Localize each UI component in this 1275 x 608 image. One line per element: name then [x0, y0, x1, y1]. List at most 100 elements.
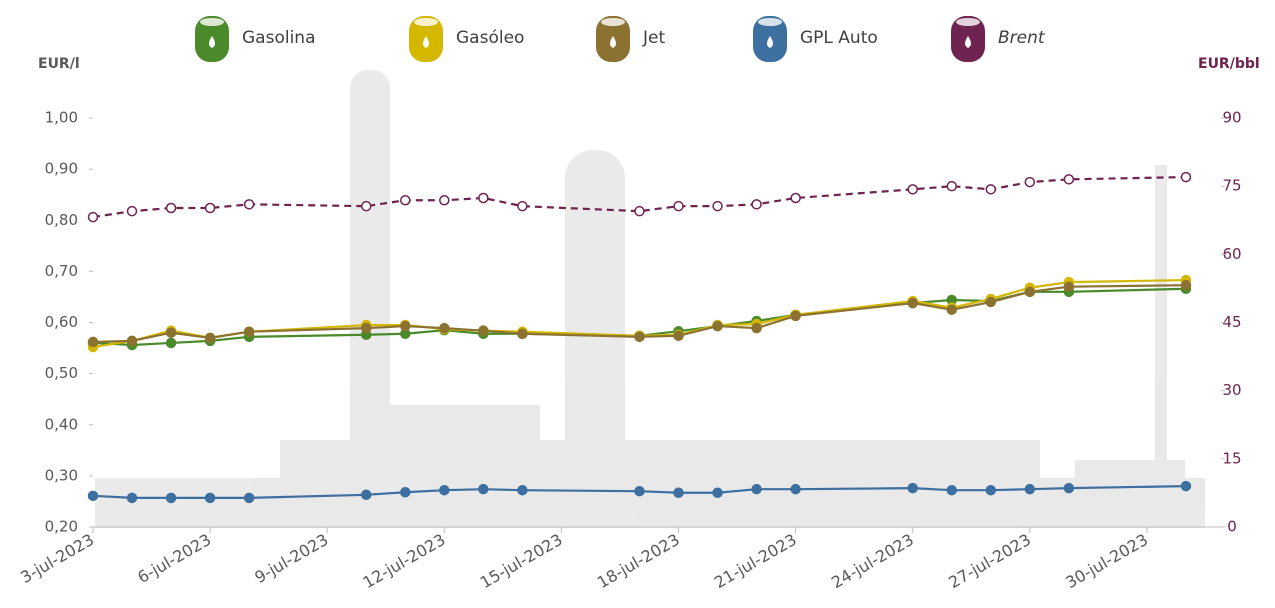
y2-tick-label: 60 [1222, 245, 1241, 263]
y-tick-label: 0,40 [45, 415, 78, 433]
data-point [439, 322, 450, 334]
data-point [634, 205, 645, 217]
data-point [751, 483, 762, 495]
data-point [673, 200, 684, 212]
legend-icon-top [956, 18, 980, 26]
legend-label: Brent [998, 28, 1046, 48]
data-point [946, 484, 958, 496]
y-tick-label: 0,60 [45, 313, 78, 331]
series-line [92, 175, 1186, 219]
data-point [126, 492, 138, 504]
x-tick-label: 6-jul-2023 [134, 530, 214, 587]
data-point [985, 484, 997, 496]
data-point [751, 199, 762, 210]
data-point [790, 483, 801, 495]
data-point [712, 200, 723, 212]
data-point [87, 336, 99, 348]
data-point [712, 320, 723, 332]
y-tick-label: 0,50 [45, 364, 78, 382]
legend-label: Gasolina [242, 28, 316, 48]
data-point [946, 304, 958, 315]
legend-icon-drop [965, 36, 971, 48]
data-point [439, 484, 450, 496]
x-tick-label: 3-jul-2023 [17, 530, 97, 587]
legend-icon-top [200, 18, 224, 26]
y-tick-label: 0,90 [45, 160, 78, 178]
x-tick-label: 9-jul-2023 [251, 530, 331, 587]
data-point [126, 335, 138, 347]
data-point [400, 320, 411, 332]
x-tick-label: 21-jul-2023 [711, 530, 800, 592]
legend-item: Jet [596, 16, 665, 62]
data-point [87, 490, 99, 502]
y2-tick-label: 75 [1222, 177, 1241, 195]
y-tick-label: 1,00 [45, 109, 78, 127]
legend-icon-top [601, 18, 625, 26]
data-point [360, 200, 372, 212]
x-tick-label: 27-jul-2023 [945, 530, 1034, 592]
data-point [439, 195, 450, 206]
data-point [360, 489, 372, 501]
data-point [478, 192, 489, 204]
y-tick-label: 0,70 [45, 262, 78, 280]
data-point [517, 484, 528, 496]
data-point [985, 184, 997, 195]
y-axis-label: EUR/l [38, 56, 80, 72]
x-tick-label: 18-jul-2023 [594, 530, 683, 592]
legend-icon-top [758, 18, 782, 26]
y-tick-label: 0,20 [45, 518, 78, 536]
data-point [165, 202, 177, 214]
data-point [1063, 482, 1075, 494]
data-point [126, 205, 138, 217]
data-point [751, 322, 762, 334]
data-point [1063, 174, 1075, 185]
data-point [243, 199, 255, 210]
y2-tick-label: 30 [1222, 381, 1241, 399]
legend-icon-drop [767, 36, 773, 48]
y2-axis-label: EUR/bbl [1198, 56, 1260, 72]
data-point [673, 330, 684, 342]
y-tick-label: 0,30 [45, 466, 78, 484]
data-point [634, 485, 645, 497]
data-point [1180, 279, 1192, 291]
data-point [243, 326, 255, 337]
data-point [946, 180, 958, 192]
data-point [400, 486, 411, 498]
data-point [712, 487, 723, 498]
data-point [165, 327, 177, 338]
y2-tick-label: 15 [1222, 449, 1241, 467]
y2-tick-label: 0 [1227, 518, 1237, 536]
data-point [1024, 286, 1036, 298]
data-point [204, 202, 216, 214]
legend-label: Gasóleo [456, 28, 524, 48]
x-tick-label: 30-jul-2023 [1062, 530, 1151, 592]
data-point [907, 482, 918, 494]
data-point [360, 322, 372, 334]
legend-item: Brent [951, 16, 1046, 62]
legend-label: Jet [642, 28, 665, 48]
data-point [478, 483, 489, 495]
data-point [517, 200, 528, 212]
data-point [634, 331, 645, 343]
data-point [985, 296, 997, 308]
data-point [400, 195, 411, 206]
data-point [87, 211, 99, 223]
legend-icon-drop [610, 36, 616, 48]
data-point [165, 337, 177, 349]
legend-item: Gasolina [195, 16, 316, 62]
legend-icon-drop [423, 36, 429, 48]
data-point [243, 492, 255, 504]
data-point [1180, 171, 1192, 183]
data-point [790, 192, 801, 204]
data-point [478, 325, 489, 336]
x-tick-label: 12-jul-2023 [360, 530, 449, 592]
legend-label: GPL Auto [800, 28, 878, 48]
legend-item: Gasóleo [409, 16, 524, 62]
data-point [1024, 483, 1036, 495]
y2-tick-label: 45 [1222, 313, 1241, 331]
data-point [1180, 480, 1192, 492]
data-point [165, 492, 177, 504]
legend-icon-drop [209, 36, 215, 48]
data-point [517, 328, 528, 339]
data-point [907, 184, 918, 195]
